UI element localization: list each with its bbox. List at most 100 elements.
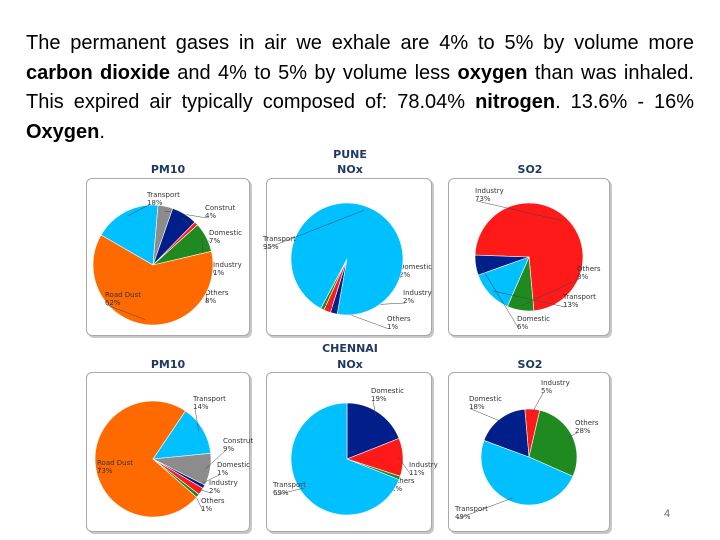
slice-value-others: 1% bbox=[387, 323, 398, 331]
slice-label-others: Others bbox=[577, 265, 601, 273]
slice-label-road-dust: Road Dust bbox=[105, 291, 141, 299]
slice-label-transport: Transport bbox=[146, 191, 180, 199]
slice-label-domestic: Domestic bbox=[209, 229, 242, 237]
slice-value-others: 8% bbox=[205, 297, 216, 305]
slice-value-road-dust: 73% bbox=[97, 467, 113, 475]
slice-value-transport: 95% bbox=[263, 243, 279, 251]
slice-label-domestic: Domestic bbox=[469, 395, 502, 403]
leader-line-transport bbox=[456, 497, 513, 520]
slice-value-transport: 13% bbox=[563, 301, 579, 309]
slice-label-transport: Transport bbox=[192, 395, 226, 403]
intro-paragraph: The permanent gases in air we exhale are… bbox=[26, 29, 694, 147]
pie-slice-road-dust bbox=[94, 400, 198, 518]
slice-value-industry: 1% bbox=[213, 269, 224, 277]
leader-line-industry bbox=[476, 200, 564, 222]
leader-line-domestic bbox=[479, 264, 520, 330]
panel-chennai-nox: Domestic 19% Industry 11% Others 1% Transport 6… bbox=[266, 372, 438, 532]
pie-slice-domestic bbox=[346, 402, 400, 460]
chart-title-chennai-so2: SO2 bbox=[517, 358, 543, 371]
slice-label-industry: Industry bbox=[409, 461, 438, 469]
slice-value-domestic: 2% bbox=[399, 271, 410, 279]
slice-label-others: Others bbox=[201, 497, 225, 505]
slice-value-construt: 9% bbox=[223, 445, 234, 453]
leader-line-construt bbox=[205, 450, 226, 469]
panel-pune-so2: Industry 73% Others 8% Transport 13% Domestic 6… bbox=[448, 178, 610, 336]
leader-line-domestic bbox=[372, 400, 377, 417]
slice-label-industry: Industry bbox=[475, 187, 504, 195]
intro-text-3: than was inhaled. This expired air typic… bbox=[26, 61, 694, 114]
slice-label-transport: Transport bbox=[262, 235, 296, 243]
pie-slice-transport bbox=[290, 202, 404, 316]
leader-line-road-dust bbox=[106, 304, 145, 320]
pie-slice-domestic bbox=[474, 254, 530, 276]
pie-slice-road-dust bbox=[92, 234, 214, 326]
panel-pune-nox: Domestic 2% Industry 2% Others 1% Transport 95% bbox=[262, 178, 432, 336]
intro-bold-nitrogen: nitrogen bbox=[475, 91, 556, 113]
slice-label-industry: Industry bbox=[541, 379, 570, 387]
pie-slice-domestic bbox=[483, 408, 530, 458]
slice-value-others: 1% bbox=[391, 485, 402, 493]
chart-title-chennai-nox: NOx bbox=[337, 358, 363, 371]
slice-label-industry: Industry bbox=[213, 261, 242, 269]
slice-value-domestic: 18% bbox=[469, 403, 485, 411]
slice-label-industry: Industry bbox=[403, 289, 432, 297]
slice-label-others: Others bbox=[391, 477, 415, 485]
slice-label-others: Others bbox=[205, 289, 229, 297]
leader-line-others bbox=[568, 432, 578, 438]
leader-line-industry bbox=[398, 457, 412, 476]
leader-line-domestic bbox=[470, 408, 503, 423]
intro-bold-oxygen-2: Oxygen bbox=[26, 120, 100, 143]
panel-chennai-pm10: Transport 14% Construt 9% Domestic 1% Industry… bbox=[86, 372, 253, 532]
slice-value-domestic: 7% bbox=[209, 237, 220, 245]
slice-value-domestic: 1% bbox=[217, 469, 228, 477]
slice-value-industry: 2% bbox=[403, 297, 414, 305]
intro-bold-oxygen: oxygen bbox=[457, 61, 528, 84]
pie-slice-transport bbox=[152, 410, 212, 460]
city-label-chennai: CHENNAI bbox=[322, 342, 378, 355]
panel-pune-pm10: Transport 18% Construt 4% Domestic 7% Industry… bbox=[86, 178, 250, 336]
intro-text-5: . bbox=[99, 120, 105, 143]
leader-line-others bbox=[193, 492, 204, 512]
slice-value-industry: 5% bbox=[541, 387, 552, 395]
chart-title-chennai-pm10: PM10 bbox=[150, 358, 186, 371]
slice-label-domestic: Domestic bbox=[217, 461, 250, 469]
leader-line-transport bbox=[492, 290, 566, 308]
leader-line-transport bbox=[274, 487, 305, 496]
slice-value-transport: 14% bbox=[193, 403, 209, 411]
slice-value-transport: 69% bbox=[273, 489, 289, 497]
slice-label-domestic: Domestic bbox=[517, 315, 550, 323]
slice-value-domestic: 6% bbox=[517, 323, 528, 331]
leader-line-road-dust bbox=[98, 465, 101, 474]
slice-value-transport: 49% bbox=[455, 513, 471, 521]
slice-value-road-dust: 62% bbox=[105, 299, 121, 307]
page-number: 4 bbox=[664, 508, 671, 520]
slice-value-domestic: 19% bbox=[371, 395, 387, 403]
slice-value-construt: 4% bbox=[205, 212, 216, 220]
slice-value-transport: 18% bbox=[147, 199, 163, 207]
slice-label-construt: Construt bbox=[223, 437, 253, 445]
slice-value-industry: 73% bbox=[475, 195, 491, 203]
leader-line-transport bbox=[127, 204, 150, 217]
intro-text-2: and 4% to 5% by volume less bbox=[170, 61, 458, 84]
slice-label-road-dust: Road Dust bbox=[97, 459, 133, 467]
intro-bold-carbon-dioxide: carbon dioxide bbox=[26, 61, 170, 84]
slice-label-domestic: Domestic bbox=[371, 387, 404, 395]
slice-label-others: Others bbox=[575, 419, 599, 427]
panel-chennai-so2: Industry 5% Others 28% Transport 49% Domestic 1… bbox=[448, 372, 610, 532]
city-label-pune: PUNE bbox=[333, 148, 367, 161]
intro-text-4: . 13.6% - 16% bbox=[555, 91, 695, 113]
leader-line-transport bbox=[264, 210, 364, 250]
leader-line-others bbox=[520, 278, 580, 307]
slice-label-transport: Transport bbox=[562, 293, 596, 301]
slice-label-industry: Industry bbox=[209, 479, 238, 487]
leader-line-transport bbox=[194, 408, 200, 432]
slice-value-industry: 11% bbox=[409, 469, 425, 477]
slice-label-domestic: Domestic bbox=[399, 263, 432, 271]
leader-line-industry bbox=[197, 488, 212, 494]
